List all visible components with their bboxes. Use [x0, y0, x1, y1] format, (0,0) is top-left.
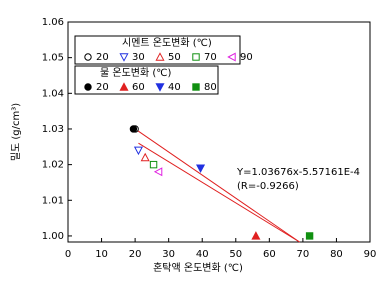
legend-label: 70: [204, 52, 217, 63]
trend-line: [138, 142, 300, 243]
y-tick-label: 1.05: [42, 53, 64, 64]
legend-marker: [155, 83, 165, 92]
legend-marker: [155, 52, 165, 61]
legend-label: 30: [132, 52, 145, 63]
x-tick-label: 30: [162, 249, 175, 260]
legend-marker: [119, 53, 129, 62]
y-tick-label: 1.02: [42, 160, 64, 171]
legend-label: 60: [132, 82, 145, 93]
trend-line: [134, 128, 300, 243]
point: [153, 167, 163, 177]
legend-title: 시멘트 온도변화 (℃): [122, 37, 212, 49]
x-tick-label: 70: [297, 249, 310, 260]
legend-label: 90: [240, 52, 253, 63]
x-tick-label: 50: [229, 249, 242, 260]
point: [129, 125, 138, 133]
x-tick-label: 40: [196, 249, 209, 260]
point: [305, 232, 314, 240]
y-tick-label: 1.00: [42, 231, 64, 242]
legend-title: 물 온도변화 (℃): [100, 67, 171, 79]
y-tick-label: 1.01: [42, 195, 64, 206]
x-tick-label: 0: [65, 249, 71, 260]
x-tick-label: 10: [95, 249, 108, 260]
x-tick-label: 20: [129, 249, 142, 260]
point: [196, 164, 206, 173]
x-axis-label: 혼탁액 온도변화 (℃): [153, 261, 243, 274]
legend-marker: [84, 83, 92, 91]
x-tick-label: 60: [263, 249, 276, 260]
legend-marker: [192, 53, 200, 61]
legend-marker: [84, 53, 92, 61]
legend-label: 20: [96, 82, 109, 93]
plot-frame: [67, 21, 371, 243]
legend-label: 20: [96, 52, 109, 63]
legend-label: 50: [168, 52, 181, 63]
legend-marker: [192, 83, 200, 91]
annotation: (R=-0.9266): [237, 181, 299, 192]
x-tick-label: 80: [330, 249, 343, 260]
y-tick-label: 1.04: [42, 88, 64, 99]
legend-marker: [119, 82, 129, 91]
legend-label: 80: [204, 82, 217, 93]
x-tick-label: 90: [364, 249, 377, 260]
legend-label: 40: [168, 82, 181, 93]
point: [149, 160, 158, 169]
y-tick-label: 1.06: [42, 17, 64, 28]
point: [133, 146, 144, 156]
y-tick-label: 1.03: [42, 124, 64, 135]
legend-marker: [227, 52, 236, 62]
point: [251, 231, 261, 240]
point: [140, 152, 150, 162]
y-axis-label: 밀도 (g/cm³): [10, 103, 22, 161]
annotation: Y=1.03676x-5.57161E-4: [236, 167, 360, 178]
